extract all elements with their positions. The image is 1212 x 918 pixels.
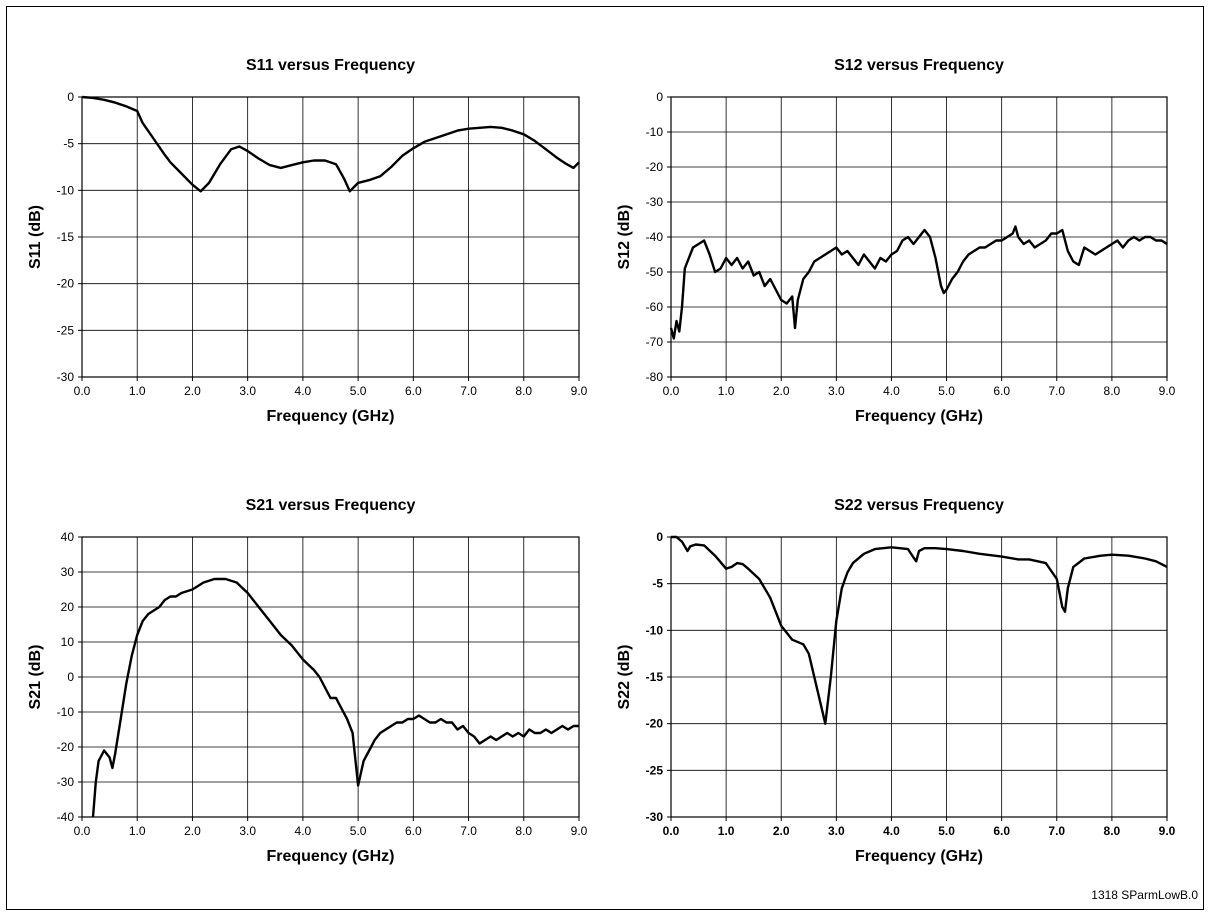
y-tick-label: 30 (61, 565, 75, 579)
x-tick-label: 0.0 (74, 384, 91, 398)
y-tick-label: 0 (656, 530, 663, 544)
plot-area-border (81, 96, 580, 378)
x-tick-label: 1.0 (718, 384, 735, 398)
x-axis-label: Frequency (GHz) (266, 848, 394, 865)
x-tick-label: 2.0 (773, 824, 790, 838)
series-line (669, 225, 1168, 340)
y-tick-label: -20 (646, 717, 664, 731)
chart-title: S11 versus Frequency (246, 57, 415, 74)
x-tick-label: 6.0 (993, 384, 1010, 398)
x-tick-label: 8.0 (1104, 384, 1121, 398)
y-tick-label: 0 (67, 670, 74, 684)
y-tick-label: -40 (646, 230, 664, 244)
x-tick-label: 2.0 (184, 824, 201, 838)
x-tick-label: 0.0 (74, 824, 91, 838)
x-tick-label: 3.0 (828, 384, 845, 398)
x-tick-label: 9.0 (571, 384, 588, 398)
y-tick-label: -20 (57, 277, 75, 291)
y-tick-label: -30 (57, 775, 75, 789)
y-tick-label: 0 (67, 90, 74, 104)
x-tick-label: 4.0 (883, 384, 900, 398)
x-tick-label: 4.0 (883, 824, 900, 838)
y-tick-label: 10 (61, 635, 75, 649)
x-tick-label: 1.0 (129, 384, 146, 398)
y-tick-label: -25 (57, 323, 75, 337)
figure-frame (6, 6, 1204, 910)
y-axis-label: S21 (dB) (27, 645, 44, 710)
plot-area-border (81, 536, 580, 818)
y-tick-label: -80 (646, 370, 664, 384)
series-line (81, 95, 580, 193)
y-tick-label: -60 (646, 300, 664, 314)
x-tick-label: 5.0 (938, 384, 955, 398)
y-tick-label: -5 (652, 577, 663, 591)
chart-panel-1: S11 versus Frequency 0.0 1.0 2.0 3.0 4.0 5.0 6.… (27, 57, 588, 425)
x-tick-label: 8.0 (515, 384, 532, 398)
x-tick-label: 5.0 (350, 384, 367, 398)
y-tick-label: -30 (646, 810, 664, 824)
y-axis-label: S12 (dB) (616, 205, 633, 270)
x-tick-label: 0.0 (663, 384, 680, 398)
chart-panel-3: S21 versus Frequency 0.0 1.0 2.0 3.0 4.0 5.0 6.… (27, 497, 588, 865)
y-tick-label: -20 (646, 160, 664, 174)
chart-panel-2: S12 versus Frequency 0.0 1.0 2.0 3.0 4.0 5.0 6.… (616, 57, 1176, 425)
x-tick-label: 8.0 (1104, 824, 1121, 838)
y-tick-label: 20 (61, 600, 75, 614)
y-axis-label: S22 (dB) (616, 645, 633, 710)
y-tick-label: 0 (656, 90, 663, 104)
x-tick-label: 4.0 (295, 824, 312, 838)
x-tick-label: 5.0 (350, 824, 367, 838)
y-tick-label: -70 (646, 335, 664, 349)
x-axis-label: Frequency (GHz) (855, 408, 983, 425)
x-tick-label: 0.0 (663, 824, 680, 838)
plot-area-border (670, 536, 1168, 818)
y-tick-label: -10 (57, 183, 75, 197)
y-tick-label: -30 (646, 195, 664, 209)
y-tick-label: -50 (646, 265, 664, 279)
y-tick-label: -10 (57, 705, 75, 719)
x-tick-label: 6.0 (993, 824, 1010, 838)
x-axis-label: Frequency (GHz) (855, 848, 983, 865)
x-tick-label: 3.0 (828, 824, 845, 838)
plot-area-border (670, 96, 1168, 378)
x-tick-label: 3.0 (239, 824, 256, 838)
x-tick-label: 1.0 (129, 824, 146, 838)
y-tick-label: -5 (63, 137, 74, 151)
x-tick-label: 1.0 (718, 824, 735, 838)
chart-title: S21 versus Frequency (246, 497, 416, 514)
y-tick-label: -25 (646, 763, 664, 777)
y-axis-label: S11 (dB) (27, 205, 44, 269)
x-tick-label: 2.0 (184, 384, 201, 398)
x-tick-label: 7.0 (1048, 824, 1065, 838)
x-tick-label: 9.0 (1159, 384, 1176, 398)
y-tick-label: -10 (646, 623, 664, 637)
x-tick-label: 7.0 (460, 384, 477, 398)
x-tick-label: 5.0 (938, 824, 955, 838)
y-tick-label: -30 (57, 370, 75, 384)
x-tick-label: 4.0 (295, 384, 312, 398)
x-tick-label: 7.0 (1048, 384, 1065, 398)
y-tick-label: -15 (646, 670, 664, 684)
x-tick-label: 2.0 (773, 384, 790, 398)
x-tick-label: 8.0 (515, 824, 532, 838)
y-tick-label: 40 (61, 530, 75, 544)
x-tick-label: 6.0 (405, 824, 422, 838)
footer-label: 1318 SParmLowB.0 (1091, 888, 1198, 902)
series-line (91, 577, 579, 818)
x-tick-label: 9.0 (571, 824, 588, 838)
y-tick-label: -40 (57, 810, 75, 824)
y-tick-label: -10 (646, 125, 664, 139)
chart-title: S12 versus Frequency (834, 57, 1004, 74)
x-tick-label: 9.0 (1159, 824, 1176, 838)
x-tick-label: 7.0 (460, 824, 477, 838)
x-axis-label: Frequency (GHz) (266, 408, 394, 425)
y-tick-label: -20 (57, 740, 75, 754)
series-line (671, 535, 1168, 725)
chart-panel-4: S22 versus Frequency 0.0 1.0 2.0 3.0 4.0 5.0 6.… (616, 497, 1176, 865)
chart-title: S22 versus Frequency (834, 497, 1004, 514)
x-tick-label: 3.0 (239, 384, 256, 398)
x-tick-label: 6.0 (405, 384, 422, 398)
y-tick-label: -15 (57, 230, 75, 244)
